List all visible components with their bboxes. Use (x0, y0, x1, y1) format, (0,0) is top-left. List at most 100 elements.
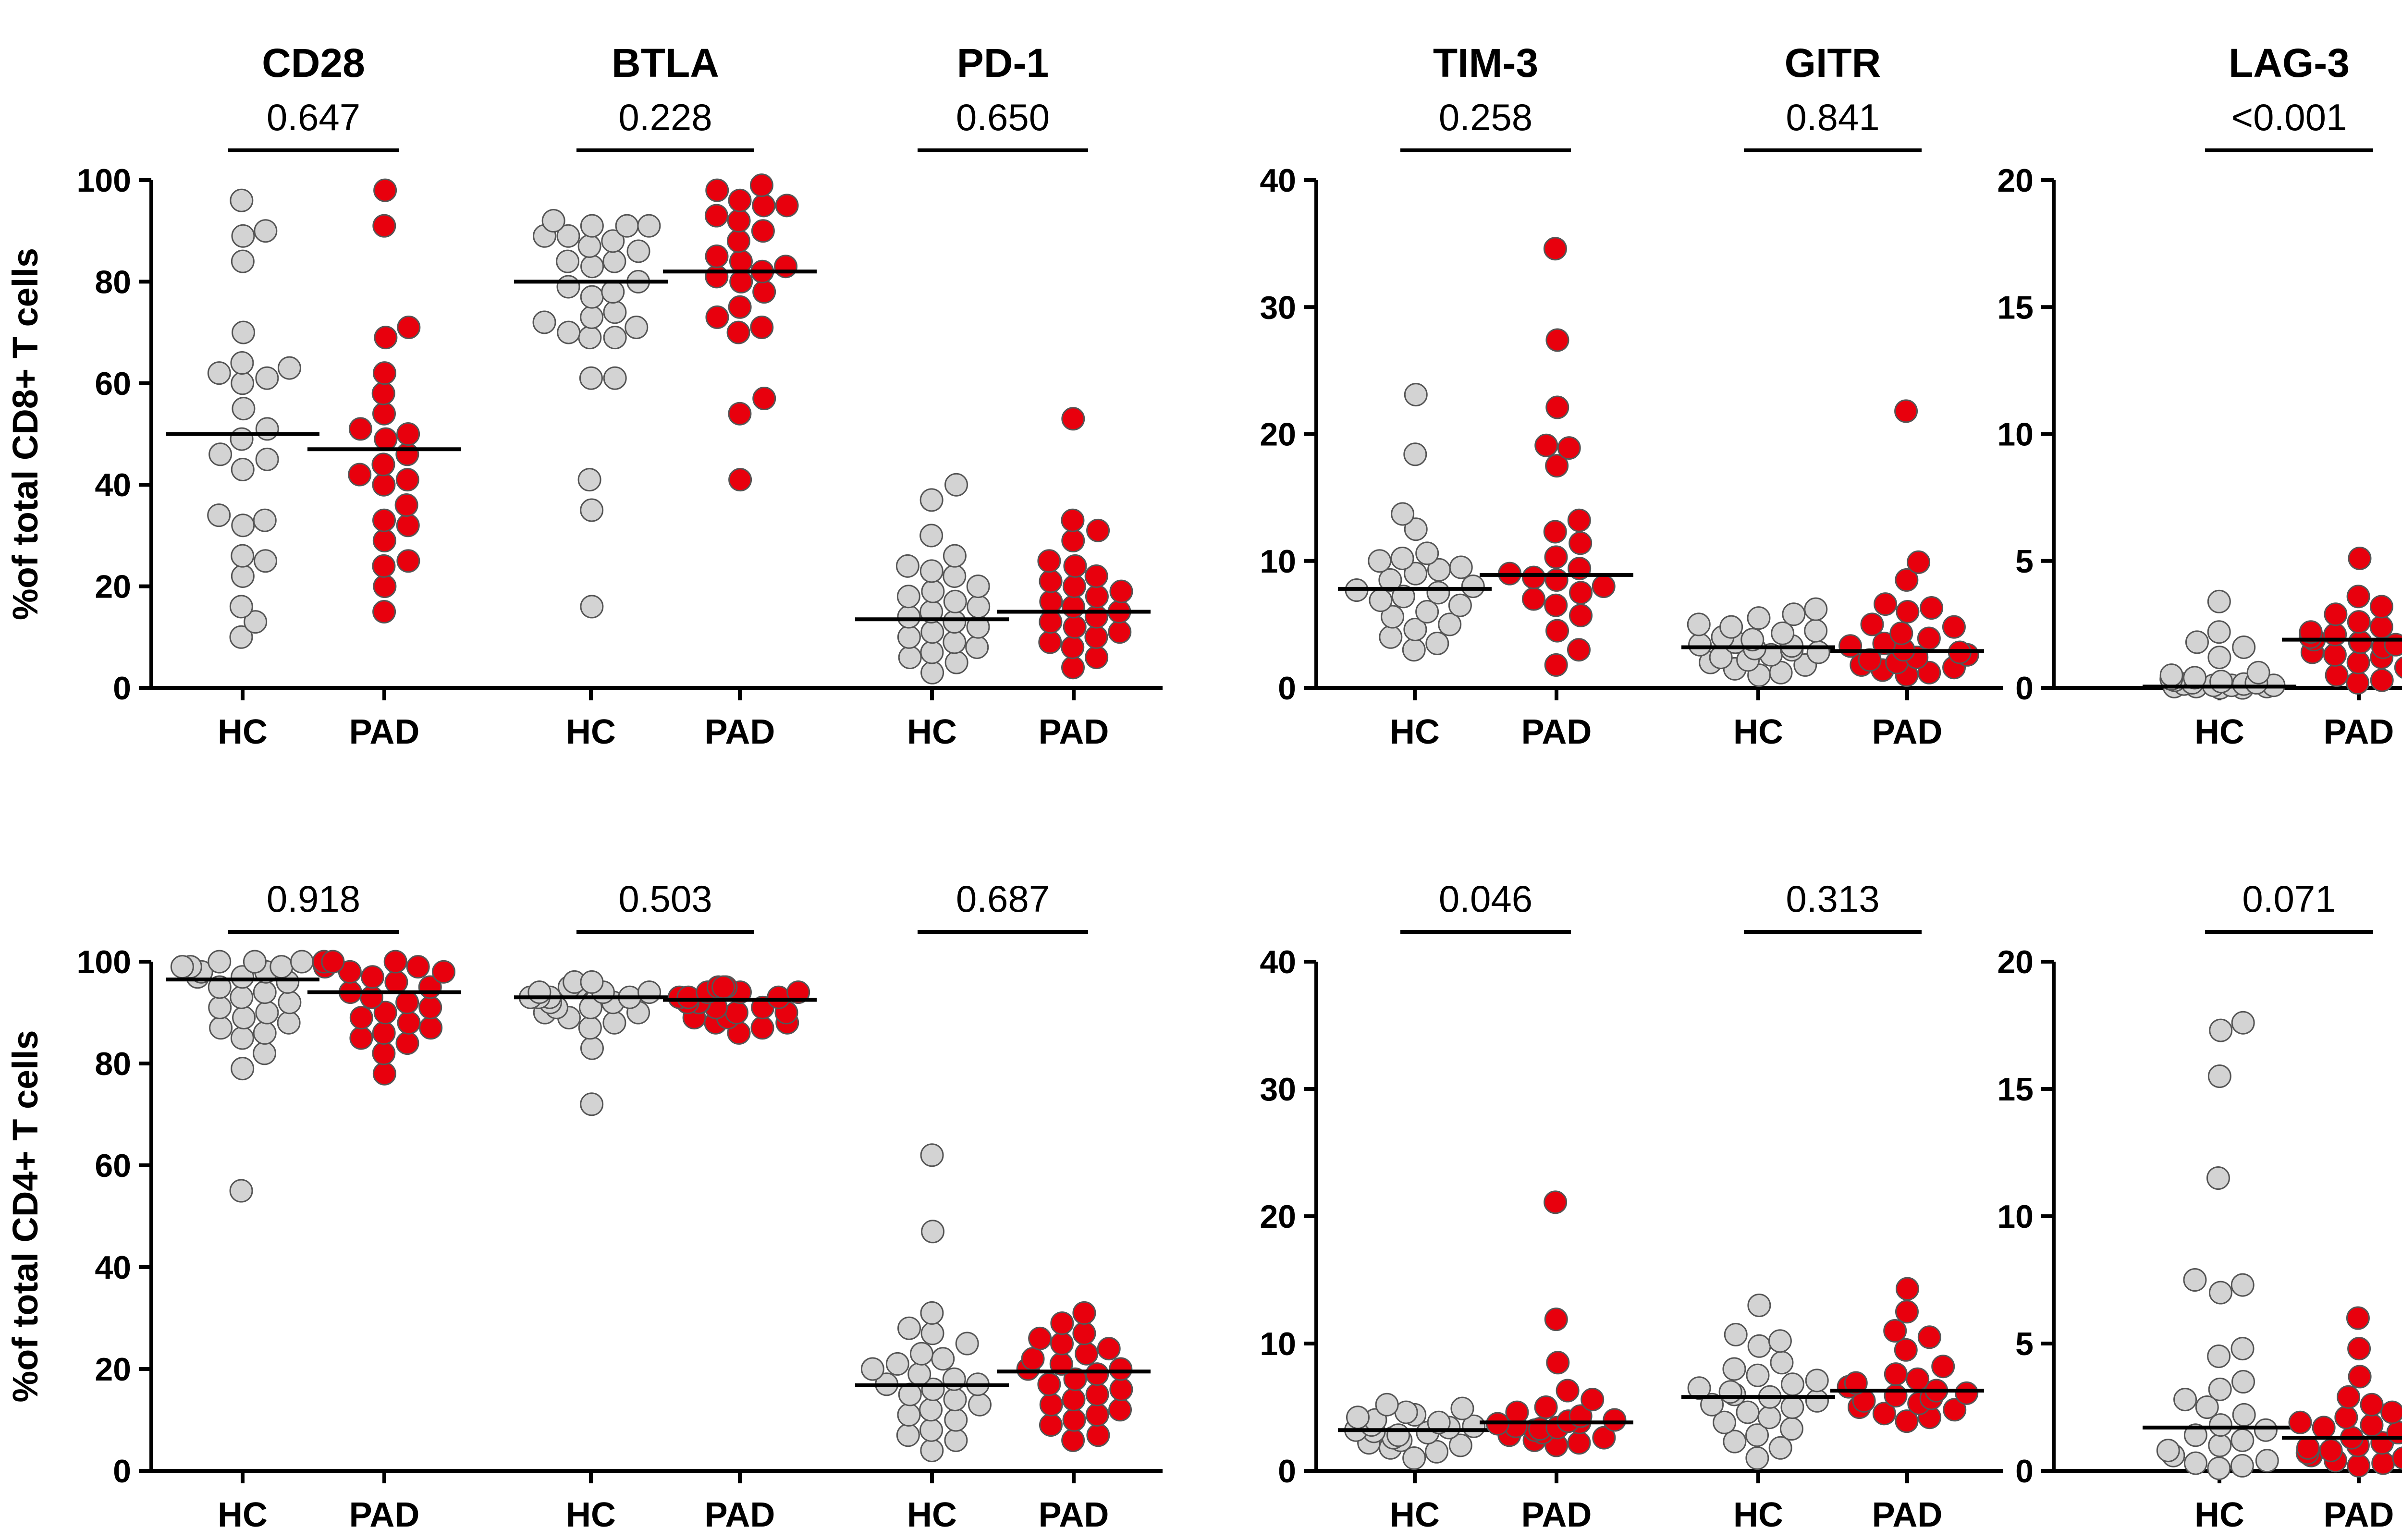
panel-lag-3-row2-p-value: 0.071 (2242, 878, 2336, 920)
panel-gitr-row1-hc-point-9 (1740, 628, 1765, 652)
panel-pd-1-row1-pad-point-13 (1061, 595, 1085, 619)
panel-lag-3-row2-pad-point-10 (2312, 1416, 2336, 1440)
panel-cd28-row1: 0 20 40 60 80 100 HC PAD 0.647 (77, 96, 495, 751)
panel-tim-3-row2-hc-point-18 (1448, 1433, 1472, 1457)
panel-cd28-row2-pad-point-6 (338, 960, 362, 984)
panel-pd-1-row1-pad-point-18 (1108, 620, 1132, 644)
panel-tim-3-row2-pad-point-7 (1505, 1400, 1529, 1424)
panel-cd28-row2-hc-point-23 (253, 1041, 277, 1065)
panel-tim-3-row1-pad-point-14 (1544, 568, 1569, 592)
panel-gitr-row2-hc-point-7 (1746, 1363, 1770, 1387)
ylabel-row-1: %of total CD8+ T cells (5, 248, 45, 620)
panel-lag-3-row2-pad-point-18 (2319, 1439, 2343, 1463)
panel-lag-3-row2-pad-point-23 (2371, 1451, 2395, 1475)
panel-cd28-row1-pad-point-15 (372, 473, 396, 497)
panel-tim-3-row1-hc-point-11 (1378, 568, 1402, 592)
panel-gitr-row2-hc-point-17 (1736, 1400, 1760, 1424)
panel-btla-row1-hc-point-16 (580, 285, 604, 309)
title-pd-1: PD-1 (957, 40, 1049, 86)
panel-tim-3-row1-pad-point-3 (1545, 395, 1569, 419)
panel-btla-row1-hc-point-5 (556, 224, 580, 248)
panel-cd28-row1-hc-point-11 (232, 397, 256, 421)
panel-gitr-row2-hc-point-15 (1700, 1393, 1724, 1417)
panel-cd28-row1-pad-point-2 (372, 214, 396, 238)
panel-cd28-row2-pad-point-9 (384, 970, 408, 994)
panel-lag-3-row2-hc-point-20 (2156, 1439, 2180, 1463)
panel-lag-3-row2-hc-point-1 (2231, 1011, 2255, 1035)
panel-pd-1-row1-hc-point-3 (919, 524, 944, 548)
panel-pd-1-row2-pad-point-10 (1109, 1357, 1133, 1381)
panel-pd-1-row2-hc-point-21 (944, 1408, 968, 1432)
panel-lag-3-row1-hc-point-2 (2207, 620, 2231, 644)
panel-btla-row1-pad-point-10 (705, 244, 729, 269)
panel-tim-3-row2-pad-point-2 (1544, 1308, 1568, 1332)
panel-lag-3-row1-pad-point-19 (2346, 650, 2370, 674)
panel-tim-3-row1-hc-point-14 (1426, 581, 1450, 605)
panel-cd28-row1-ytick-label-0: 0 (113, 670, 131, 707)
panel-lag-3-row2-hc-point-25 (2207, 1456, 2231, 1480)
panel-pd-1-row1-hc-point-5 (895, 554, 919, 578)
panel-btla-row1-pad-point-15 (729, 269, 753, 293)
panel-cd28-row1-pad-point-17 (372, 508, 396, 532)
panel-lag-3-row1-pad-point-5 (2347, 610, 2371, 634)
panel-cd28-row1-hc-point-25 (229, 625, 253, 649)
panel-tim-3-row1-pad-point-19 (1569, 603, 1593, 627)
panel-cd28-row1-hc-point-19 (231, 513, 255, 538)
title-btla: BTLA (612, 40, 719, 86)
panel-lag-3-row2-ytick-label-5: 5 (2015, 1326, 2034, 1362)
panel-lag-3-row1-pad-point-4 (2324, 602, 2348, 626)
panel-tim-3-row2-hc-point-20 (1425, 1440, 1449, 1464)
panel-gitr-row2-hc-point-14 (1805, 1389, 1829, 1413)
panel-btla-row1: HC PAD 0.228 (495, 96, 838, 751)
panel-pd-1-row2-pad-point-16 (1085, 1382, 1109, 1406)
panel-tim-3-row2: 0 10 20 30 40 HC PAD 0.046 (1260, 878, 1660, 1534)
panel-gitr-row2-pad-point-4 (1917, 1325, 1941, 1349)
panel-gitr-row1-pad-point-6 (1896, 599, 1920, 623)
panel-tim-3-row1-pad-point-9 (1569, 531, 1593, 555)
panel-tim-3-row2-hc-point-7 (1427, 1410, 1451, 1434)
panel-btla-row2-pad-point-7 (767, 985, 791, 1009)
panel-tim-3-row2-ytick-label-0: 0 (1278, 1453, 1296, 1490)
panel-gitr-row1-hc-point-1 (1804, 597, 1828, 621)
panel-pd-1-row2-pad-point-17 (1062, 1388, 1086, 1412)
panel-tim-3-row2-hc-point-2 (1450, 1396, 1474, 1420)
panel-gitr-row2-pad-point-7 (1884, 1362, 1908, 1386)
panel-pd-1-row2-pad-point-7 (1075, 1342, 1099, 1366)
panel-gitr-row1-hc-point-11 (1688, 633, 1712, 657)
panel-pd-1-row1-pad-point-15 (1084, 605, 1108, 629)
panel-pd-1-row2-hc-point-8 (931, 1347, 955, 1371)
panel-lag-3-row2-hc-point-22 (2255, 1449, 2279, 1473)
panel-cd28-row2-pad-point-8 (360, 965, 384, 989)
panel-cd28-row2-hc-point-5 (270, 955, 294, 979)
panel-gitr-row2-hc-point-20 (1779, 1417, 1803, 1441)
panel-pd-1-row2-hc-point-4 (897, 1316, 921, 1340)
panel-btla-row1-hc-point-28 (580, 595, 604, 619)
panel-gitr-row1-pad-point-5 (1920, 596, 1944, 620)
panel-pd-1-row1-pad-point-2 (1061, 508, 1085, 532)
panel-btla-row1-hc-point-18 (580, 305, 604, 329)
title-cd28: CD28 (262, 40, 365, 86)
panel-tim-3-row1-hc-point-17 (1448, 593, 1472, 617)
panel-gitr-row2-hc-point-16 (1780, 1395, 1804, 1419)
panel-gitr-row1-pad-point-9 (1889, 621, 1913, 645)
panel-lag-3-row1-pad-point-7 (2299, 620, 2323, 644)
panel-gitr-row1-hc-point-6 (1804, 619, 1828, 643)
panel-lag-3-row2-hc-point-19 (2208, 1433, 2232, 1457)
panel-pd-1-row1-pad-point-23 (1061, 656, 1085, 680)
panel-lag-3-row2-hc-point-16 (2254, 1418, 2278, 1442)
panel-gitr-row2-hc-point-10 (1687, 1376, 1711, 1400)
panel-tim-3-row1-hc-point-18 (1415, 599, 1439, 623)
panel-pd-1-row1-hc-point-10 (896, 585, 920, 609)
panel-tim-3-row1-p-value: 0.258 (1439, 96, 1532, 138)
panel-tim-3-row1-ytick-label-20: 20 (1260, 416, 1296, 453)
panel-lag-3-row1-hc-point-1 (2207, 589, 2231, 613)
panel-tim-3-row1-pad-point-22 (1544, 653, 1568, 677)
panel-tim-3-row1-hc-point-2 (1403, 442, 1427, 466)
panel-pd-1-row2-p-value: 0.687 (956, 878, 1050, 920)
panel-btla-row1-pad-point-4 (752, 194, 776, 218)
panel-pd-1-row1-hc-point-24 (920, 660, 944, 684)
panel-btla-row1-pad-point-1 (749, 173, 773, 197)
panel-cd28-row2-hc-point-9 (231, 965, 255, 989)
panel-pd-1-row2-hc-point-17 (943, 1388, 967, 1412)
